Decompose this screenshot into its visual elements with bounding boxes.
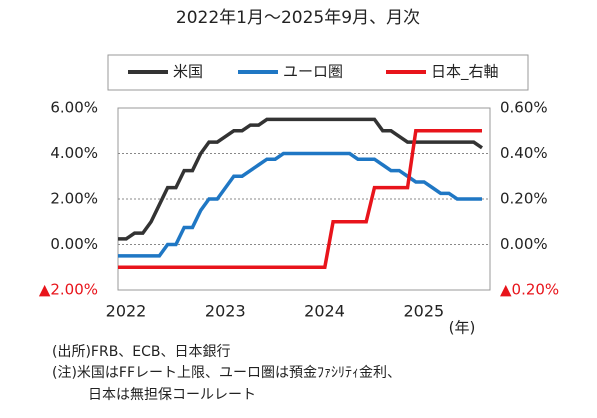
- y2-tick-label: 0.20%: [500, 190, 548, 208]
- legend-box: [107, 54, 529, 91]
- note: (出所)FRB、ECB、日本銀行: [52, 344, 231, 360]
- series-line: [118, 117, 483, 241]
- y-tick-label: ▲2.00%: [39, 281, 98, 299]
- y2-tick-label: ▲0.20%: [500, 281, 559, 299]
- chart-title: 2022年1月～2025年9月、月次: [176, 8, 420, 28]
- y-tick-label: 6.00%: [50, 99, 98, 117]
- series-line: [118, 151, 482, 258]
- y-tick-label: 4.00%: [50, 144, 98, 162]
- note: 日本は無担保コールレート: [88, 387, 256, 403]
- y2-tick-label: 0.40%: [500, 144, 548, 162]
- x-tick-label: 2022: [106, 302, 147, 321]
- legend-label: 日本_右軸: [431, 63, 499, 82]
- x-tick-label: 2025: [403, 302, 444, 321]
- series-line: [118, 129, 482, 269]
- y2-tick-label: 0.00%: [500, 235, 548, 253]
- y-tick-label: 2.00%: [50, 190, 98, 208]
- x-tick-label: 2024: [304, 302, 345, 321]
- x-tick-label: 2023: [205, 302, 246, 321]
- legend-label: ユーロ圏: [283, 63, 343, 81]
- legend-label: 米国: [173, 63, 203, 81]
- y2-tick-label: 0.60%: [500, 99, 548, 117]
- y-tick-label: 0.00%: [50, 235, 98, 253]
- note: (注)米国はFFレート上限、ユーロ圏は預金ﾌｧｼﾘﾃｨ金利、: [52, 365, 401, 381]
- x-unit-label: (年): [449, 319, 476, 337]
